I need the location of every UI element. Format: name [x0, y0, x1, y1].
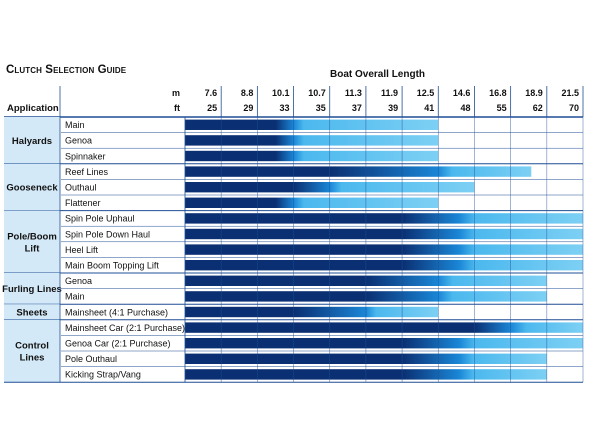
row-label: Heel Lift — [65, 245, 99, 255]
x-axis-title: Boat Overall Length — [330, 69, 426, 80]
tick-label-ft: 41 — [424, 103, 434, 113]
row-label: Outhaul — [65, 183, 97, 193]
tick-label-m: 10.1 — [272, 88, 290, 98]
unit-label-ft: ft — [174, 103, 180, 113]
clutch-range-bar — [185, 338, 583, 349]
row-label: Main — [65, 292, 85, 302]
tick-label-ft: 33 — [280, 103, 290, 113]
group-label-band — [4, 163, 60, 211]
clutch-range-bar — [185, 260, 583, 271]
row-label: Genoa — [65, 276, 92, 286]
unit-label-m: m — [172, 88, 180, 98]
row-label: Genoa — [65, 136, 92, 146]
tick-label-ft: 39 — [388, 103, 398, 113]
tick-label-m: 12.5 — [417, 88, 435, 98]
row-label: Genoa Car (2:1 Purchase) — [65, 339, 171, 349]
tick-label-ft: 48 — [460, 103, 470, 113]
group-label: Pole/Boom — [7, 231, 57, 242]
tick-label-m: 11.3 — [345, 88, 362, 98]
group-label: Gooseneck — [6, 183, 58, 194]
tick-label-m: 21.5 — [561, 88, 579, 98]
clutch-range-bar — [185, 197, 439, 208]
tick-label-m: 10.7 — [308, 88, 326, 98]
tick-label-ft: 62 — [533, 103, 543, 113]
row-label: Spin Pole Down Haul — [65, 229, 150, 239]
row-label: Mainsheet (4:1 Purchase) — [65, 307, 168, 317]
clutch-range-bar — [185, 119, 439, 130]
clutch-range-bar — [185, 135, 439, 146]
group-label-band — [4, 319, 60, 383]
row-label: Main — [65, 120, 85, 130]
clutch-range-bar — [185, 322, 583, 333]
tick-label-m: 14.6 — [453, 88, 471, 98]
clutch-range-bar — [185, 306, 439, 318]
tick-label-ft: 29 — [243, 103, 253, 113]
clutch-range-bar — [185, 228, 583, 240]
row-label: Pole Outhaul — [65, 354, 117, 364]
group-label: Halyards — [12, 136, 52, 147]
row-label: Mainsheet Car (2:1 Purchase) — [65, 323, 185, 333]
tick-label-m: 16.8 — [489, 88, 507, 98]
group-label: Lines — [20, 353, 45, 364]
group-label-band — [4, 273, 60, 305]
tick-label-ft: 55 — [497, 103, 507, 113]
group-label-band — [4, 117, 60, 164]
group-label-band — [4, 210, 60, 273]
clutch-range-bar — [185, 150, 439, 162]
row-label: Flattener — [65, 198, 101, 208]
tick-label-m: 8.8 — [241, 88, 254, 98]
row-label: Spin Pole Uphaul — [65, 214, 135, 224]
group-label: Furling Lines — [2, 284, 62, 295]
tick-label-ft: 35 — [316, 103, 326, 113]
chart-title: Clutch Selection Guide — [6, 64, 127, 76]
row-label: Reef Lines — [65, 167, 109, 177]
tick-label-m: 11.9 — [381, 88, 398, 98]
group-label-band — [4, 304, 60, 320]
tick-label-ft: 70 — [569, 103, 579, 113]
group-label: Lift — [25, 243, 41, 254]
group-label: Sheets — [16, 308, 47, 319]
tick-label-ft: 25 — [207, 103, 217, 113]
group-label: Control — [15, 341, 49, 352]
clutch-range-bar — [185, 244, 583, 255]
row-label: Main Boom Topping Lift — [65, 261, 159, 271]
application-header: Application — [7, 103, 59, 114]
tick-label-ft: 37 — [352, 103, 362, 113]
clutch-range-bar — [185, 166, 532, 177]
tick-label-m: 18.9 — [525, 88, 543, 98]
row-label: Spinnaker — [65, 151, 106, 161]
tick-label-m: 7.6 — [205, 88, 218, 98]
row-label: Kicking Strap/Vang — [65, 370, 141, 380]
clutch-range-bar — [185, 213, 583, 224]
